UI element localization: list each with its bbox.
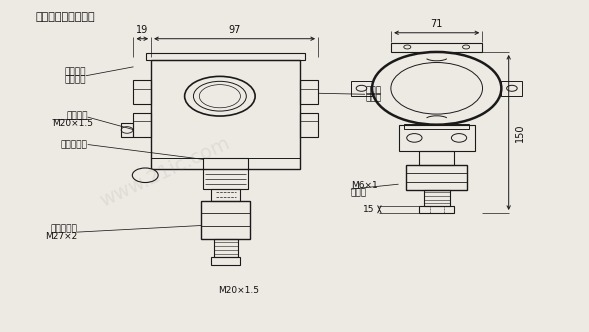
Bar (121, 124, 134, 136)
Bar (211, 257, 240, 265)
Text: 电路侧: 电路侧 (365, 94, 381, 103)
Text: 97: 97 (229, 25, 241, 35)
Text: M20×1.5: M20×1.5 (218, 287, 259, 295)
Bar (134, 113, 151, 136)
Text: 71: 71 (431, 20, 443, 30)
Text: 变送器: 变送器 (365, 86, 381, 95)
Bar (406, 165, 467, 190)
Bar (147, 53, 305, 60)
Bar (423, 190, 449, 206)
Bar (201, 201, 250, 239)
Bar (134, 80, 151, 104)
Bar (405, 124, 469, 128)
Text: 接线端子侧: 接线端子侧 (61, 140, 88, 149)
Text: M6×1: M6×1 (351, 181, 378, 190)
Bar (391, 43, 482, 52)
Text: 外形尺寸及连接方式: 外形尺寸及连接方式 (36, 12, 95, 22)
Text: 150: 150 (515, 123, 525, 142)
Text: 15: 15 (363, 205, 375, 214)
Bar (151, 60, 300, 169)
Text: 端盖更换: 端盖更换 (64, 67, 86, 76)
Bar (300, 80, 318, 104)
Text: M27×2: M27×2 (45, 232, 77, 241)
Text: www.21ic.com: www.21ic.com (97, 134, 233, 211)
Text: 安装孔: 安装孔 (351, 189, 367, 198)
Text: 传感器接口: 传感器接口 (50, 224, 77, 233)
Bar (501, 81, 522, 96)
Bar (203, 158, 248, 189)
Bar (419, 206, 454, 213)
Text: 19: 19 (136, 25, 148, 35)
Bar (300, 113, 318, 136)
Text: 标准距离: 标准距离 (64, 75, 86, 84)
Bar (419, 151, 454, 165)
Text: 引线接头: 引线接头 (66, 111, 88, 120)
Bar (211, 189, 240, 201)
Circle shape (133, 168, 158, 183)
Text: M20×1.5: M20×1.5 (52, 119, 93, 128)
Bar (214, 239, 237, 257)
Bar (399, 125, 475, 151)
Bar (351, 81, 372, 96)
